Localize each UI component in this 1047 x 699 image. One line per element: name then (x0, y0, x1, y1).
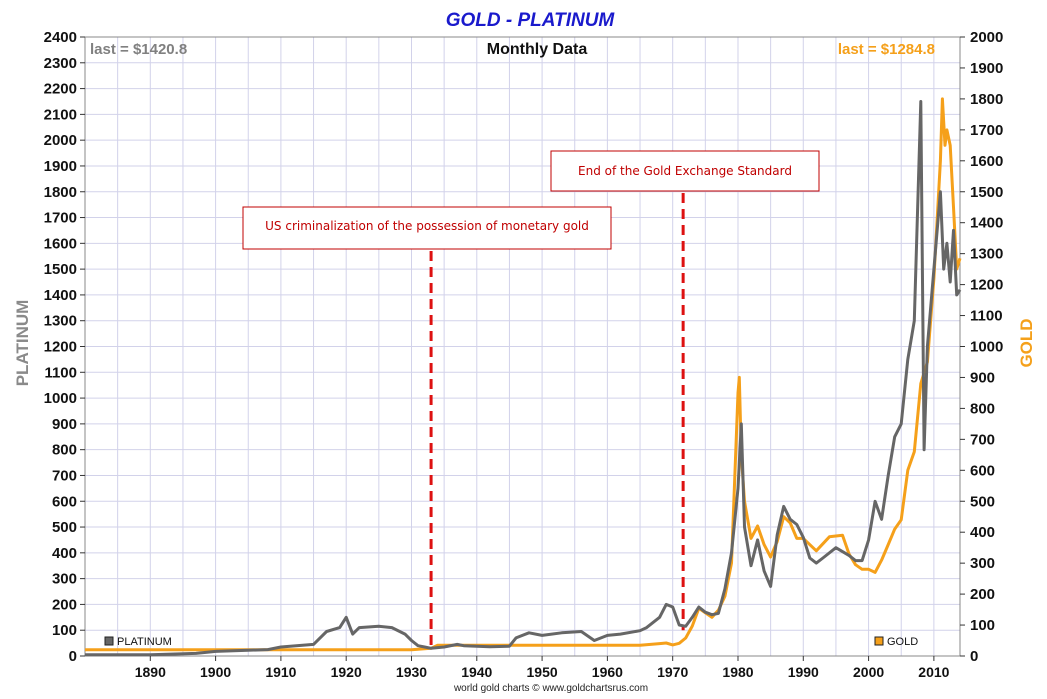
y-left-tick-label: 2000 (44, 132, 77, 149)
y-left-tick-label: 1500 (44, 261, 77, 278)
y-left-tick-label: 1900 (44, 158, 77, 175)
x-tick-label: 1980 (722, 664, 753, 680)
annotation-text-gold-exchange: End of the Gold Exchange Standard (578, 164, 792, 178)
x-tick-label: 2010 (918, 664, 949, 680)
y-left-tick-label: 200 (52, 596, 77, 613)
legend-gold-swatch (874, 636, 884, 646)
y-left-tick-label: 1300 (44, 313, 77, 330)
annotation-box-criminalization (242, 206, 612, 250)
y-left-tick-label: 100 (52, 622, 77, 639)
y-left-tick-label: 1100 (44, 364, 77, 381)
y-left-tick-label: 700 (52, 467, 77, 484)
y-left-tick-label: 600 (52, 493, 77, 510)
series-line-gold (85, 97, 962, 652)
y-axis-left-label: PLATINUM (13, 300, 32, 387)
y-left-tick-label: 2200 (44, 81, 77, 98)
y-right-tick-label: 200 (970, 586, 995, 603)
annotation-text-criminalization: US criminalization of the possession of … (265, 219, 589, 233)
legend-gold: GOLD (874, 636, 918, 648)
y-right-tick-label: 1200 (970, 277, 1003, 294)
x-tick-label: 1910 (265, 664, 296, 680)
y-left-tick-label: 800 (52, 442, 77, 459)
x-tick-label: 1920 (331, 664, 362, 680)
y-right-tick-label: 1700 (970, 122, 1003, 139)
legend-gold-label: GOLD (887, 636, 918, 648)
y-axis-right-ticks: 0 100 200 300 400 500 600 700 800 900 1000 1100 1200… (960, 29, 1003, 665)
x-tick-label: 1940 (461, 664, 492, 680)
y-right-tick-label: 800 (970, 400, 995, 417)
y-left-tick-label: 300 (52, 571, 77, 588)
y-left-tick-label: 1200 (44, 339, 77, 356)
chart-subtitle: Monthly Data (487, 41, 588, 58)
y-left-tick-label: 400 (52, 545, 77, 562)
y-right-tick-label: 600 (970, 462, 995, 479)
x-tick-label: 1900 (200, 664, 231, 680)
y-right-tick-label: 300 (970, 555, 995, 572)
y-left-tick-label: 2300 (44, 55, 77, 72)
y-left-tick-label: 2100 (44, 106, 77, 123)
annotations: US criminalization of the possession of … (242, 150, 820, 646)
y-right-tick-label: 100 (970, 617, 995, 634)
y-left-tick-label: 500 (52, 519, 77, 536)
last-gold-label: last = $1284.8 (838, 41, 935, 58)
y-axis-left-ticks: 0 100 200 300 400 500 600 700 800 900 1000 1100 1200… (44, 29, 85, 665)
x-tick-label: 1970 (657, 664, 688, 680)
y-right-tick-label: 400 (970, 524, 995, 541)
last-platinum-label: last = $1420.8 (90, 41, 187, 58)
y-axis-right-label: GOLD (1017, 318, 1036, 367)
y-right-tick-label: 1800 (970, 91, 1003, 108)
y-right-tick-label: 1100 (970, 308, 1003, 325)
x-tick-label: 1990 (788, 664, 819, 680)
credit-text: world gold charts © www.goldchartsrus.co… (453, 683, 648, 694)
y-left-tick-label: 900 (52, 416, 77, 433)
x-axis-ticks: 1890 1900 1910 1920 1930 1940 1950 1960 1970 1980… (135, 656, 950, 680)
y-left-tick-label: 0 (69, 648, 77, 665)
y-right-tick-label: 1500 (970, 184, 1003, 201)
y-right-tick-label: 1600 (970, 153, 1003, 170)
y-right-tick-label: 1400 (970, 215, 1003, 232)
x-tick-label: 2000 (853, 664, 884, 680)
y-left-tick-label: 1600 (44, 235, 77, 252)
y-right-tick-label: 1300 (970, 246, 1003, 263)
y-right-tick-label: 1000 (970, 339, 1003, 356)
y-right-tick-label: 900 (970, 369, 995, 386)
x-tick-label: 1890 (135, 664, 166, 680)
series-line-platinum (85, 100, 962, 657)
y-left-tick-label: 1700 (44, 210, 77, 227)
x-tick-label: 1960 (592, 664, 623, 680)
y-right-tick-label: 1900 (970, 60, 1003, 77)
y-right-tick-label: 500 (970, 493, 995, 510)
y-left-tick-label: 1800 (44, 184, 77, 201)
chart-title: GOLD - PLATINUM (446, 10, 616, 31)
legend-platinum-swatch (104, 636, 114, 646)
y-left-tick-label: 1000 (44, 390, 77, 407)
legend-platinum-label: PLATINUM (117, 636, 172, 648)
annotation-box-gold-exchange (550, 150, 820, 192)
x-tick-label: 1950 (527, 664, 558, 680)
y-left-tick-label: 2400 (44, 29, 77, 46)
grid (85, 36, 960, 657)
y-left-tick-label: 1400 (44, 287, 77, 304)
y-right-tick-label: 2000 (970, 29, 1003, 46)
y-right-tick-label: 0 (970, 648, 978, 665)
x-tick-label: 1930 (396, 664, 427, 680)
y-right-tick-label: 700 (970, 431, 995, 448)
legend-platinum: PLATINUM (104, 636, 172, 648)
